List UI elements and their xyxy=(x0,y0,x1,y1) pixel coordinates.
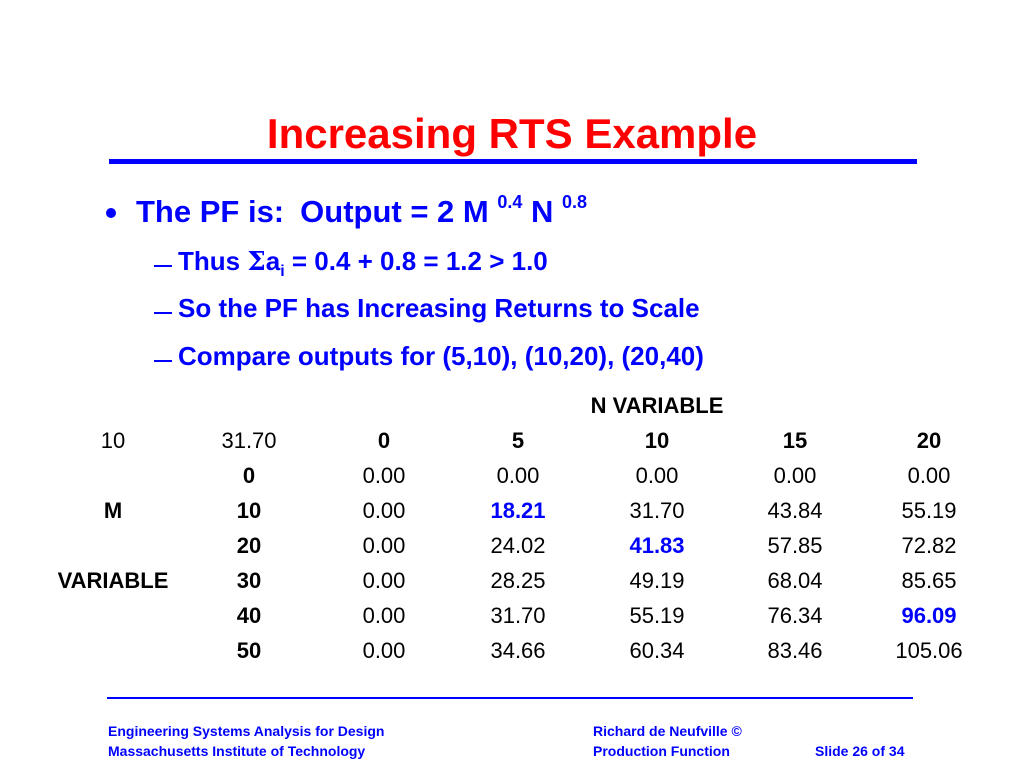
output-cell: 0.00 xyxy=(635,463,679,488)
output-cell: 0.00 xyxy=(362,533,406,558)
formula-part2: N xyxy=(531,194,554,229)
dash-icon xyxy=(154,312,172,314)
output-cell: 0.00 xyxy=(907,463,951,488)
bullet-dot-icon xyxy=(106,208,116,218)
exponent-m: 0.4 xyxy=(497,192,523,212)
output-cell: 76.34 xyxy=(767,603,823,628)
n-header-cell: 5 xyxy=(511,428,525,453)
footer-divider xyxy=(107,697,913,699)
n-header-cell: 0 xyxy=(377,428,391,453)
output-cell: 43.84 xyxy=(767,498,823,523)
production-function-text: The PF is: Output = 2 M 0.4 N 0.8 xyxy=(136,188,587,240)
bullet-lead: The PF is: xyxy=(136,194,285,229)
irs-text: So the PF has Increasing Returns to Scal… xyxy=(178,293,700,323)
highlighted-output-cell: 96.09 xyxy=(901,603,957,628)
output-cell: 0.00 xyxy=(362,603,406,628)
sigma-symbol: Σ xyxy=(247,247,266,277)
m-row-label: 40 xyxy=(236,603,262,628)
output-cell: 49.19 xyxy=(629,568,685,593)
title-underline xyxy=(109,159,917,164)
m-row-label: 20 xyxy=(236,533,262,558)
subscript-i: i xyxy=(280,263,285,280)
corner-value: 31.70 xyxy=(221,428,277,453)
n-variable-header: N VARIABLE xyxy=(590,393,724,418)
footer-institution: Massachusetts Institute of Technology xyxy=(108,743,366,759)
m-axis-label: M xyxy=(103,498,123,523)
footer-slide-number: Slide 26 of 34 xyxy=(815,743,905,759)
footer-course: Engineering Systems Analysis for Design xyxy=(108,723,385,739)
output-cell: 72.82 xyxy=(901,533,957,558)
output-cell: 85.65 xyxy=(901,568,957,593)
output-cell: 57.85 xyxy=(767,533,823,558)
output-cell: 55.19 xyxy=(629,603,685,628)
coefficient-a: a xyxy=(265,246,281,276)
corner-left-value: 10 xyxy=(100,428,126,453)
output-cell: 60.34 xyxy=(629,638,685,663)
highlighted-output-cell: 41.83 xyxy=(629,533,685,558)
output-cell: 0.00 xyxy=(496,463,540,488)
highlighted-output-cell: 18.21 xyxy=(490,498,546,523)
dash-icon xyxy=(154,360,172,362)
output-cell: 105.06 xyxy=(895,638,963,663)
footer-author: Richard de Neufville © xyxy=(593,723,742,739)
sum-equation: = 0.4 + 0.8 = 1.2 > 1.0 xyxy=(284,246,548,276)
output-cell: 31.70 xyxy=(490,603,546,628)
output-cell: 83.46 xyxy=(767,638,823,663)
slide-title: Increasing RTS Example xyxy=(266,110,758,157)
output-cell: 34.66 xyxy=(490,638,546,663)
dash-icon xyxy=(154,265,172,267)
output-cell: 31.70 xyxy=(629,498,685,523)
n-header-cell: 15 xyxy=(782,428,808,453)
output-cell: 68.04 xyxy=(767,568,823,593)
m-row-label: 10 xyxy=(236,498,262,523)
footer-topic: Production Function xyxy=(593,743,730,759)
n-header-cell: 20 xyxy=(916,428,942,453)
output-cell: 55.19 xyxy=(901,498,957,523)
m-row-label: 50 xyxy=(236,638,262,663)
output-cell: 28.25 xyxy=(490,568,546,593)
m-row-label: 30 xyxy=(236,568,262,593)
output-cell: 0.00 xyxy=(362,463,406,488)
formula-part1: Output = 2 M xyxy=(300,194,489,229)
output-cell: 0.00 xyxy=(773,463,817,488)
exponent-n: 0.8 xyxy=(562,192,588,212)
m-row-label: 0 xyxy=(242,463,256,488)
output-cell: 0.00 xyxy=(362,498,406,523)
variable-axis-label: VARIABLE xyxy=(57,568,169,593)
n-header-cell: 10 xyxy=(644,428,670,453)
compare-text: Compare outputs for (5,10), (10,20), (20… xyxy=(178,341,704,371)
output-cell: 0.00 xyxy=(362,568,406,593)
output-cell: 24.02 xyxy=(490,533,546,558)
output-cell: 0.00 xyxy=(362,638,406,663)
thus-word: Thus xyxy=(178,246,241,276)
